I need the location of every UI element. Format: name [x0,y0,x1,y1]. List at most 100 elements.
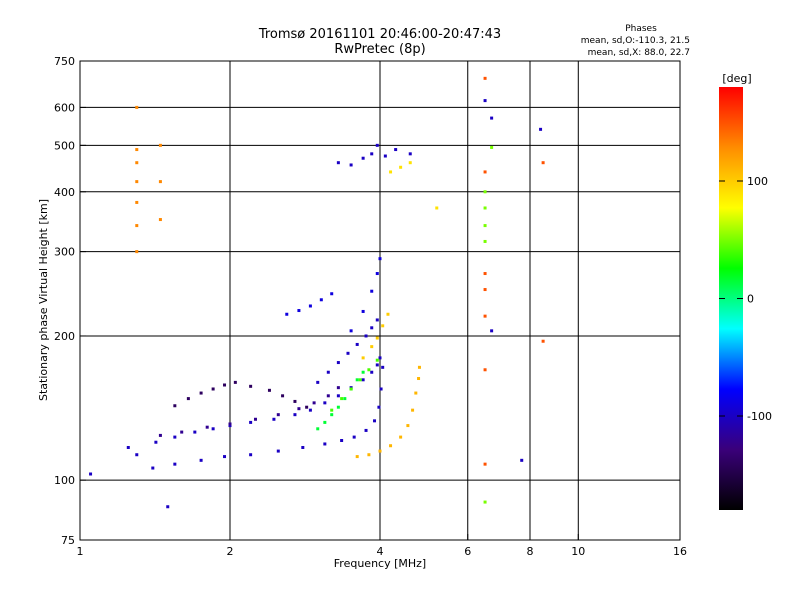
data-point [223,455,227,459]
colorbar-ticks: 100 0 -100 [719,175,772,423]
data-point [490,329,494,333]
data-point [520,458,524,462]
data-point [375,358,379,362]
data-point [285,312,289,316]
grid-lines [80,61,680,540]
data-point [199,458,203,462]
data-point [211,427,215,431]
data-point [233,380,237,384]
data-point [370,370,374,374]
data-point [316,427,320,431]
data-point [377,405,381,409]
data-point [228,422,232,426]
data-point [399,165,403,169]
data-point [378,257,382,261]
data-point [483,99,487,103]
data-point [316,380,320,384]
data-point [340,439,344,443]
data-point [375,363,379,367]
y-tick-label: 600 [54,101,75,114]
x-tick-label: 8 [527,545,534,558]
x-axis-ticks: 1 2 4 6 8 10 16 [77,534,687,558]
data-point [89,472,93,476]
data-point [375,336,379,340]
data-point [389,444,393,448]
data-point [361,356,365,360]
data-point [308,304,312,308]
data-point [126,445,130,449]
x-tick-label: 16 [673,545,687,558]
data-point [370,289,374,293]
data-point [411,408,415,412]
phases-line-o: mean, sd,O:-110.3, 21.5 [581,36,690,46]
data-point [483,500,487,504]
data-point [483,368,487,372]
data-point [364,428,368,432]
phases-heading: Phases [625,24,657,34]
data-point [180,430,184,434]
y-axis-ticks: 75 100 200 300 400 500 600 750 [54,55,86,547]
data-point [186,397,190,401]
data-point [408,152,412,156]
data-point [293,413,297,417]
data-point [381,365,385,369]
data-point [330,292,334,296]
data-point [355,342,359,346]
data-point [272,417,276,421]
data-point [158,218,162,222]
data-point [336,405,340,409]
data-point [154,440,158,444]
data-point [370,326,374,330]
data-point [361,378,365,382]
data-point [373,419,377,423]
data-point [340,397,344,401]
data-point [483,206,487,210]
data-point [249,420,253,424]
data-point [355,455,359,459]
data-point [414,391,418,395]
data-point [330,408,334,412]
x-tick-label: 1 [77,545,84,558]
y-tick-label: 500 [54,139,75,152]
data-point [483,272,487,276]
data-point [308,408,312,412]
data-point [483,170,487,174]
data-point [305,405,309,409]
data-point [483,314,487,318]
data-point [228,424,232,428]
data-point [386,312,390,316]
data-point [352,435,356,439]
data-point [483,190,487,194]
data-point [541,339,545,343]
data-point [312,401,316,405]
data-point [370,152,374,156]
data-point [336,394,340,398]
data-point [364,334,368,338]
data-point [249,384,253,388]
data-point [301,445,305,449]
data-point [249,453,253,457]
data-point [135,250,139,254]
chart-title: Tromsø 20161101 20:46:00-20:47:43 [258,27,501,42]
data-point [408,161,412,165]
data-point [399,435,403,439]
data-point [173,462,177,466]
data-point [319,298,323,302]
data-point [417,365,421,369]
data-point [326,370,330,374]
data-point [326,394,330,398]
data-point [490,116,494,120]
data-point [367,368,371,372]
data-point [158,180,162,184]
data-point [281,394,285,398]
data-point [483,288,487,292]
colorbar-tick-label: 100 [747,175,768,188]
data-point [211,387,215,391]
data-point [297,309,301,313]
data-point [490,145,494,149]
data-point [541,161,545,165]
data-point [135,224,139,228]
chart-subtitle: RwPretec (8p) [334,42,425,57]
x-tick-label: 4 [377,545,384,558]
data-point [336,361,340,365]
